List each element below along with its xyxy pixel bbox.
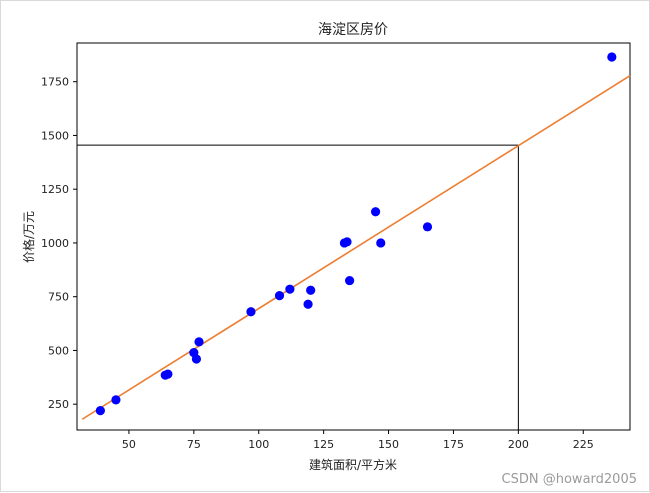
data-point bbox=[345, 275, 355, 286]
data-point bbox=[306, 285, 316, 295]
y-tick-label: 250 bbox=[48, 398, 69, 411]
data-point bbox=[376, 238, 386, 248]
data-point bbox=[191, 354, 202, 364]
data-point bbox=[303, 299, 313, 309]
x-axis-ticks: 50 75 100 125 150 175 200 225 bbox=[122, 430, 594, 451]
data-point bbox=[274, 291, 285, 301]
data-point bbox=[246, 307, 256, 317]
y-tick-label: 750 bbox=[48, 291, 69, 304]
chart-title: 海淀区房价 bbox=[318, 22, 388, 38]
y-tick-label: 1500 bbox=[41, 129, 69, 142]
x-tick-label: 50 bbox=[122, 438, 136, 451]
y-tick-label: 1000 bbox=[41, 237, 69, 250]
x-axis-label: 建筑面积/平方米 bbox=[309, 457, 397, 472]
data-point bbox=[422, 222, 433, 232]
x-tick-label: 200 bbox=[508, 438, 529, 451]
x-tick-label: 125 bbox=[313, 438, 334, 451]
fit-line bbox=[81, 75, 631, 420]
x-tick-label: 75 bbox=[187, 438, 201, 451]
scatter-points bbox=[95, 52, 617, 416]
y-tick-label: 1250 bbox=[41, 183, 69, 196]
data-point bbox=[370, 207, 381, 217]
y-tick-label: 500 bbox=[48, 344, 69, 357]
guide-lines bbox=[77, 144, 519, 430]
fit-line-layer bbox=[81, 75, 631, 420]
data-point bbox=[342, 237, 352, 247]
data-point bbox=[285, 284, 295, 294]
data-point bbox=[607, 52, 617, 62]
data-point bbox=[95, 406, 105, 416]
y-tick-label: 1750 bbox=[41, 76, 69, 89]
x-tick-label: 175 bbox=[443, 438, 464, 451]
x-tick-label: 100 bbox=[248, 438, 269, 451]
data-point bbox=[163, 369, 173, 379]
watermark-text: CSDN @howard2005 bbox=[502, 472, 637, 487]
y-axis-ticks: 250 500 750 1000 1250 1500 1750 bbox=[41, 76, 77, 411]
x-tick-label: 225 bbox=[573, 438, 594, 451]
plot-area bbox=[76, 42, 631, 431]
data-point bbox=[194, 337, 204, 347]
x-tick-label: 150 bbox=[378, 438, 399, 451]
y-axis-label: 价格/万元 bbox=[21, 211, 36, 263]
data-point bbox=[111, 395, 121, 405]
